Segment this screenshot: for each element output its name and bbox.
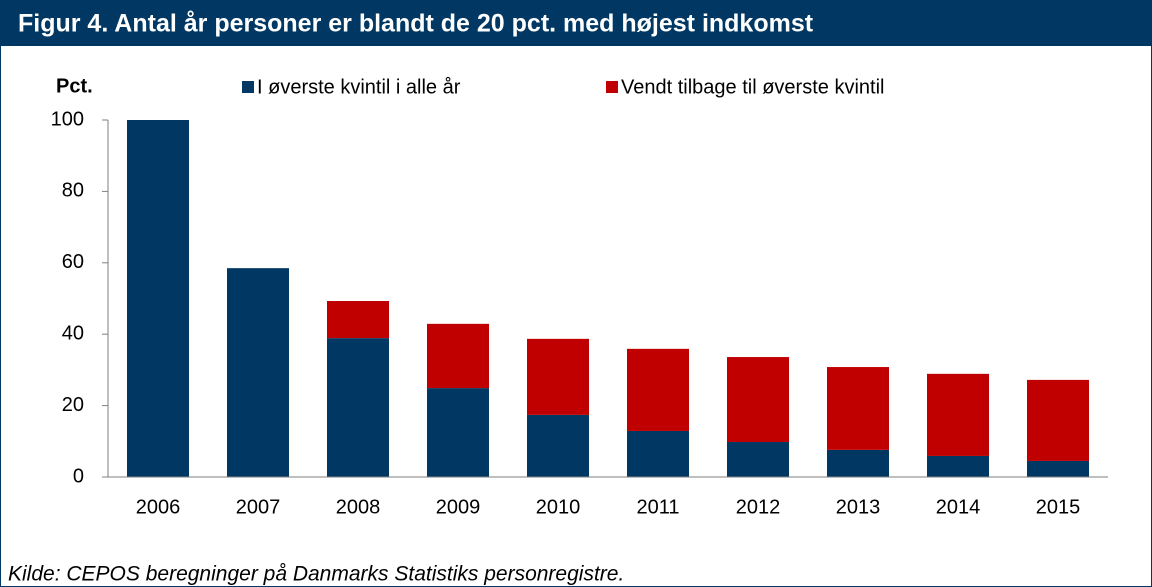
legend-label: Vendt tilbage til øverste kvintil: [621, 76, 884, 98]
y-tick-label: 0: [73, 465, 84, 487]
bar-segment: [427, 388, 489, 477]
legend-label: I øverste kvintil i alle år: [257, 76, 461, 98]
y-tick-label: 40: [62, 322, 84, 344]
y-tick-label: 80: [62, 180, 84, 202]
x-tick-label: 2010: [536, 496, 581, 518]
x-tick-label: 2007: [236, 496, 281, 518]
header-bar: [0, 0, 1152, 46]
bar-segment: [727, 442, 789, 477]
bar-segment: [1027, 379, 1089, 461]
source-note: Kilde: CEPOS beregninger på Danmarks Sta…: [8, 563, 624, 586]
x-tick-label: 2014: [936, 496, 981, 518]
bar-segment: [527, 414, 589, 477]
bar-segment: [227, 268, 289, 477]
y-tick-label: 20: [62, 394, 84, 416]
y-tick-label: 60: [62, 251, 84, 273]
bar-segment: [527, 338, 589, 415]
x-tick-label: 2013: [836, 496, 881, 518]
bar-segment: [927, 373, 989, 456]
y-tick-label: 100: [51, 108, 84, 130]
chart-title: Figur 4. Antal år personer er blandt de …: [18, 10, 814, 38]
bar-segment: [427, 323, 489, 389]
legend-swatch: [242, 81, 254, 93]
bar-segment: [327, 300, 389, 339]
bar-segment: [327, 338, 389, 477]
bar-segment: [127, 120, 189, 477]
bar-segment: [727, 357, 789, 443]
bar-segment: [827, 367, 889, 450]
x-tick-label: 2009: [436, 496, 481, 518]
bar-segment: [827, 449, 889, 477]
x-tick-label: 2012: [736, 496, 781, 518]
y-axis-label: Pct.: [56, 75, 93, 97]
bar-segment: [927, 455, 989, 477]
x-tick-label: 2011: [636, 496, 679, 518]
legend-swatch: [606, 81, 618, 93]
x-tick-label: 2008: [336, 496, 381, 518]
x-tick-label: 2006: [136, 496, 181, 518]
bar-segment: [627, 430, 689, 477]
bar-segment: [1027, 460, 1089, 477]
bar-segment: [627, 348, 689, 431]
x-tick-label: 2015: [1036, 496, 1081, 518]
